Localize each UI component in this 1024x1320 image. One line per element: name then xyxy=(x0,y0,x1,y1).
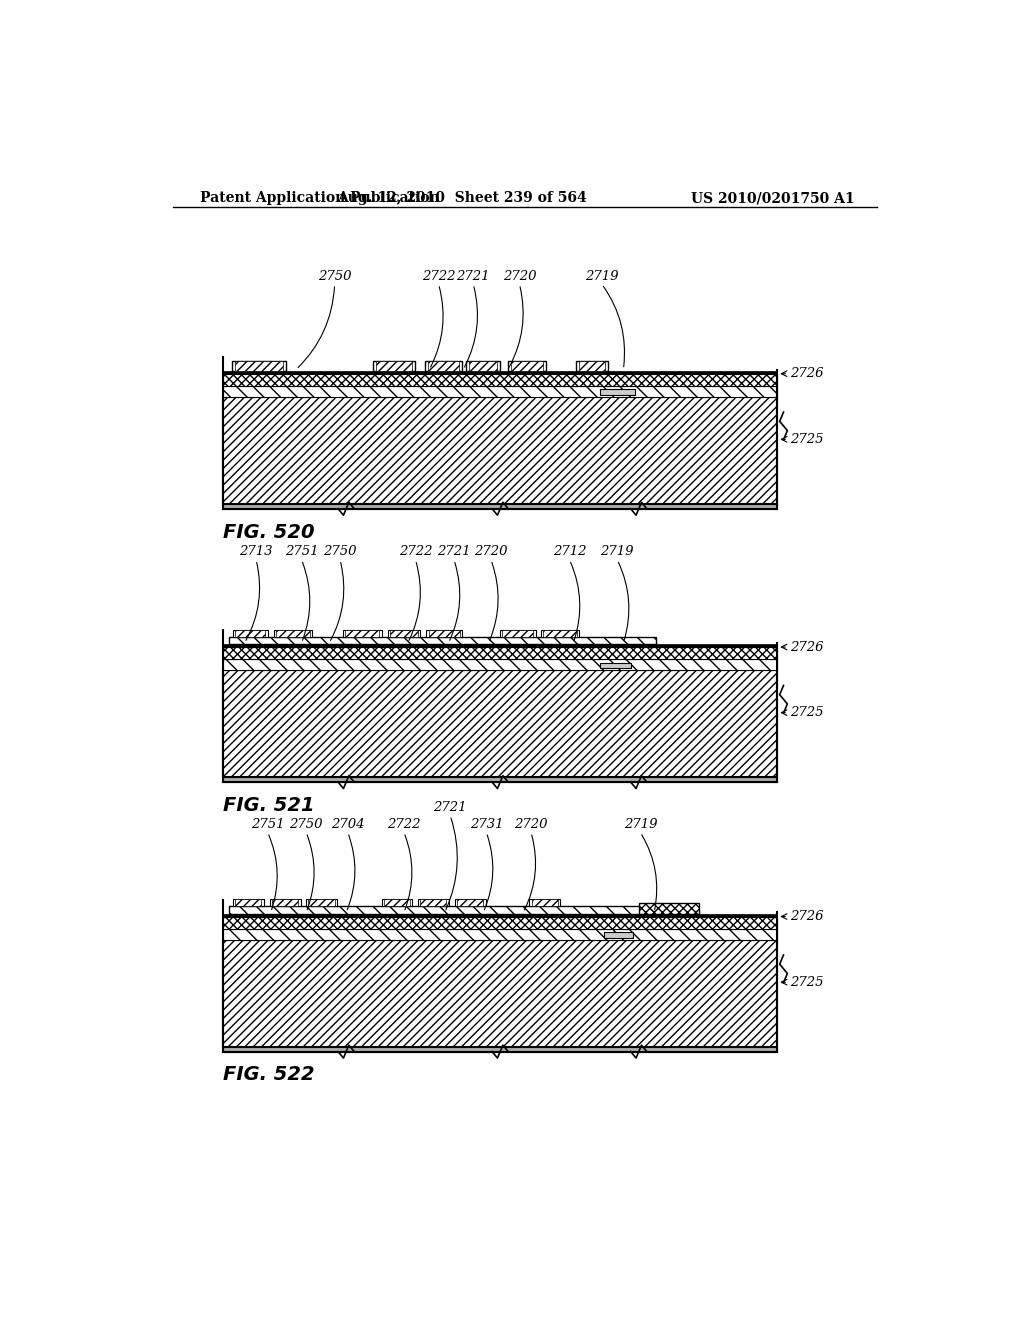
Bar xyxy=(575,360,608,371)
Bar xyxy=(531,899,558,906)
Bar xyxy=(223,374,777,385)
Bar xyxy=(382,899,413,906)
Text: 2750: 2750 xyxy=(290,818,323,830)
Text: 2726: 2726 xyxy=(791,909,824,923)
Bar xyxy=(541,630,580,638)
Bar xyxy=(639,903,698,913)
Text: 2721: 2721 xyxy=(457,269,489,282)
Text: 2722: 2722 xyxy=(398,545,432,558)
Bar xyxy=(308,899,335,906)
Bar xyxy=(306,899,337,906)
Bar xyxy=(236,360,283,371)
Text: Aug. 12, 2010  Sheet 239 of 564: Aug. 12, 2010 Sheet 239 of 564 xyxy=(337,191,587,206)
Bar xyxy=(457,899,483,906)
Text: 2720: 2720 xyxy=(514,818,548,830)
Text: 2751: 2751 xyxy=(251,818,285,830)
Text: 2720: 2720 xyxy=(474,545,508,558)
Bar xyxy=(384,899,410,906)
Bar xyxy=(223,647,777,659)
Bar xyxy=(544,630,578,638)
Bar xyxy=(229,906,662,913)
Text: 2719: 2719 xyxy=(600,545,634,558)
Text: 2725: 2725 xyxy=(791,975,824,989)
Bar xyxy=(469,360,497,371)
Bar xyxy=(223,777,777,781)
Bar xyxy=(223,940,777,1047)
Text: 2722: 2722 xyxy=(422,269,456,282)
Text: US 2010/0201750 A1: US 2010/0201750 A1 xyxy=(691,191,854,206)
Bar xyxy=(223,671,777,777)
Text: 2731: 2731 xyxy=(470,818,503,830)
Bar xyxy=(273,630,312,638)
Bar xyxy=(600,663,631,668)
Bar xyxy=(272,899,298,906)
Text: 2713: 2713 xyxy=(240,545,272,558)
Bar xyxy=(223,929,777,940)
Bar xyxy=(388,630,420,638)
Text: 2721: 2721 xyxy=(437,545,471,558)
Bar xyxy=(343,630,382,638)
Bar xyxy=(511,360,544,371)
Bar xyxy=(604,932,634,937)
Bar xyxy=(373,360,416,371)
Text: 2726: 2726 xyxy=(791,367,824,380)
Bar xyxy=(345,630,379,638)
Text: 2751: 2751 xyxy=(285,545,318,558)
Bar xyxy=(425,360,462,371)
Bar xyxy=(455,899,485,906)
Bar xyxy=(390,630,418,638)
Bar xyxy=(236,630,265,638)
Text: 2720: 2720 xyxy=(503,269,537,282)
Text: FIG. 520: FIG. 520 xyxy=(223,523,314,541)
Text: 2722: 2722 xyxy=(387,818,421,830)
Bar xyxy=(420,899,446,906)
Text: 2712: 2712 xyxy=(553,545,586,558)
Bar xyxy=(233,630,267,638)
Bar xyxy=(233,899,264,906)
Bar xyxy=(418,899,449,906)
Bar xyxy=(579,360,605,371)
Bar xyxy=(223,371,777,374)
Bar xyxy=(236,899,261,906)
Text: 2721: 2721 xyxy=(433,801,467,814)
Bar xyxy=(223,385,777,397)
Text: Patent Application Publication: Patent Application Publication xyxy=(200,191,439,206)
Bar xyxy=(223,913,777,916)
Bar xyxy=(503,630,534,638)
Bar xyxy=(223,644,777,647)
Bar xyxy=(500,630,536,638)
Text: 2719: 2719 xyxy=(585,269,618,282)
Bar xyxy=(428,360,459,371)
Bar xyxy=(223,1047,777,1052)
Text: 2726: 2726 xyxy=(791,640,824,653)
Text: 2719: 2719 xyxy=(624,818,657,830)
Bar xyxy=(600,389,635,395)
Bar xyxy=(223,659,777,671)
Bar xyxy=(276,630,310,638)
Text: 2725: 2725 xyxy=(791,433,824,446)
Bar xyxy=(426,630,463,638)
Text: FIG. 522: FIG. 522 xyxy=(223,1065,314,1085)
Bar xyxy=(466,360,500,371)
Bar xyxy=(508,360,547,371)
Text: FIG. 521: FIG. 521 xyxy=(223,796,314,814)
Bar xyxy=(232,360,286,371)
Bar xyxy=(223,504,777,508)
Text: 2704: 2704 xyxy=(331,818,365,830)
Text: 2725: 2725 xyxy=(791,706,824,719)
Bar xyxy=(223,397,777,504)
Bar xyxy=(270,899,301,906)
Text: 2750: 2750 xyxy=(317,269,351,282)
Bar xyxy=(529,899,560,906)
Bar xyxy=(223,916,777,929)
Text: 2750: 2750 xyxy=(324,545,356,558)
Bar xyxy=(429,630,460,638)
Bar xyxy=(376,360,413,371)
Bar xyxy=(229,638,655,644)
